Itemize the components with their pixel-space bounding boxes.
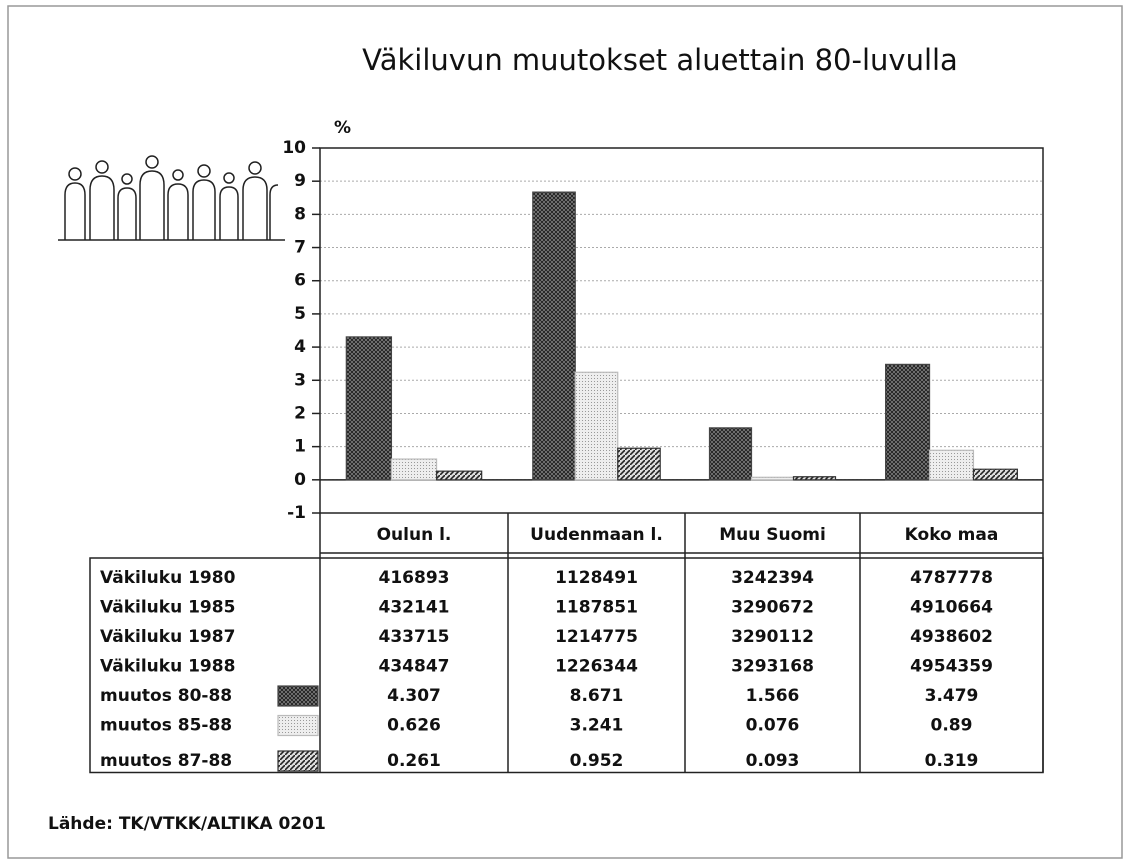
table-cell: 4787778 [910, 568, 993, 588]
table-cell: 1214775 [555, 627, 638, 647]
bar [750, 476, 795, 481]
bar [435, 470, 483, 481]
bar [617, 447, 661, 481]
table-cell: 4910664 [910, 598, 993, 618]
legend-label: muutos 87-88 [100, 751, 232, 771]
x-tick-label: Koko maa [905, 525, 999, 545]
row-label: Väkiluku 1985 [100, 598, 235, 618]
table-cell: 0.952 [570, 751, 624, 771]
table-cell: 1128491 [555, 568, 638, 588]
table-cell: 4938602 [910, 627, 993, 647]
row-label: Väkiluku 1988 [100, 657, 235, 677]
chart-title: Väkiluvun muutokset aluettain 80-luvulla [362, 43, 958, 77]
bar [708, 427, 753, 481]
y-tick-label: 0 [294, 470, 306, 490]
source: Lähde: TK/VTKK/ALTIKA 0201 [48, 814, 326, 834]
y-tick-label: 7 [294, 238, 306, 258]
legend-swatch [277, 714, 319, 737]
row-label: Väkiluku 1987 [100, 627, 235, 647]
table-cell: 3242394 [731, 568, 814, 588]
table-cell: 3.241 [570, 716, 624, 736]
bar [390, 458, 438, 481]
table-cell: 434847 [379, 657, 450, 677]
legend-swatch [277, 685, 319, 707]
y-tick-label: 6 [294, 271, 306, 291]
y-axis-label: % [334, 118, 351, 138]
people-icon [58, 155, 285, 241]
plot-frame [319, 147, 1044, 514]
x-tick-label: Muu Suomi [719, 525, 826, 545]
bar [928, 449, 975, 481]
y-tick-label: 2 [294, 403, 306, 423]
legend-swatch [277, 750, 319, 772]
y-tick-label: 9 [294, 171, 306, 191]
x-tick-label: Oulun l. [377, 525, 452, 545]
bar [972, 468, 1018, 481]
x-tick-label: Uudenmaan l. [530, 525, 663, 545]
legend-label: muutos 85-88 [100, 716, 232, 736]
table-cell: 432141 [379, 598, 450, 618]
table-cell: 1226344 [555, 657, 638, 677]
table-cell: 3.479 [925, 686, 979, 706]
y-tick-label: -1 [287, 503, 306, 523]
table-cell: 8.671 [570, 686, 624, 706]
table-cell: 0.89 [931, 716, 973, 736]
y-tick-label: 4 [294, 337, 306, 357]
table-cell: 1.566 [746, 686, 800, 706]
legend-label: muutos 80-88 [100, 686, 232, 706]
table-cell: 0.076 [746, 716, 800, 736]
bar [574, 371, 619, 481]
table-cell: 3290112 [731, 627, 814, 647]
y-tick-label: 1 [294, 437, 306, 457]
y-tick-label: 10 [282, 138, 306, 158]
table-cell: 3293168 [731, 657, 814, 677]
bar [792, 476, 837, 481]
table-cell: 416893 [379, 568, 450, 588]
table-cell: 0.093 [746, 751, 800, 771]
table-cell: 1187851 [555, 598, 638, 618]
table-cell: 0.261 [387, 751, 441, 771]
row-label: Väkiluku 1980 [100, 568, 236, 588]
bar [885, 363, 931, 481]
table-cell: 433715 [379, 627, 450, 647]
y-tick-label: 5 [294, 304, 306, 324]
table-cell: 4.307 [387, 686, 441, 706]
frame [7, 5, 1123, 859]
table-cell: 0.626 [387, 716, 441, 736]
y-tick-label: 8 [294, 204, 306, 224]
table-cell: 0.319 [925, 751, 979, 771]
bar [345, 336, 393, 481]
bar [532, 191, 576, 481]
table-cell: 4954359 [910, 657, 993, 677]
y-tick-label: 3 [294, 370, 306, 390]
table-cell: 3290672 [731, 598, 814, 618]
